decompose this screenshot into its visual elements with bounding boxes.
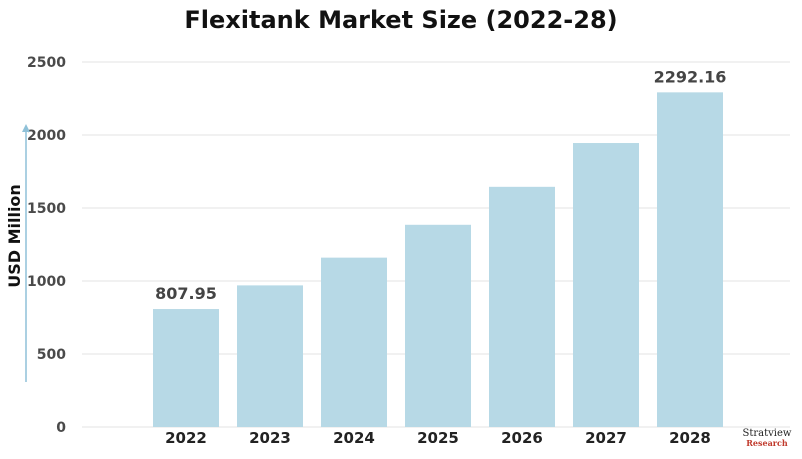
bar-2026 <box>489 186 555 427</box>
x-tick-label: 2022 <box>165 429 207 447</box>
y-tick-label: 2000 <box>27 128 66 144</box>
x-tick-label: 2024 <box>333 429 375 447</box>
y-axis-label: USD Million <box>5 184 24 288</box>
data-label: 807.95 <box>155 284 217 303</box>
y-tick-label: 500 <box>37 347 66 363</box>
bar-2022 <box>153 309 219 427</box>
y-tick-label: 1000 <box>27 274 66 290</box>
y-tick-label: 1500 <box>27 201 66 217</box>
y-tick-label: 0 <box>56 420 66 436</box>
stratview-logo: Stratview Research <box>737 428 797 456</box>
x-tick-label: 2026 <box>501 429 543 447</box>
bar-2028 <box>657 92 723 428</box>
logo-sub: Research <box>746 438 788 448</box>
x-tick-label: 2028 <box>669 429 711 447</box>
x-axis-ticks: 2022 2023 2024 2025 2026 2027 2028 <box>165 429 711 447</box>
logo-name: Stratview <box>742 428 792 439</box>
x-tick-label: 2023 <box>249 429 291 447</box>
bar-2024 <box>321 257 387 427</box>
y-tick-label: 2500 <box>27 55 66 71</box>
x-tick-label: 2025 <box>417 429 459 447</box>
x-tick-label: 2027 <box>585 429 627 447</box>
bar-2027 <box>573 143 639 427</box>
data-labels: 807.95 2292.16 <box>155 67 726 303</box>
bar-2025 <box>405 224 471 427</box>
bars <box>153 92 723 428</box>
chart-title: Flexitank Market Size (2022-28) <box>184 6 618 34</box>
y-axis-ticks: 0 500 1000 1500 2000 2500 <box>27 55 66 436</box>
y-axis-arrow <box>22 124 30 382</box>
bar-2023 <box>237 285 303 427</box>
data-label: 2292.16 <box>654 67 727 86</box>
